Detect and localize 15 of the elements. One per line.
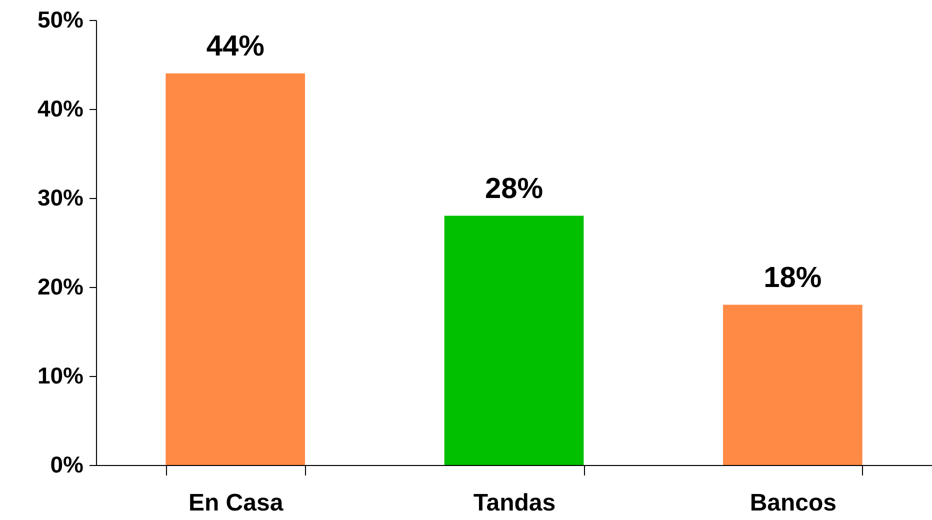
data-label: 44% (206, 30, 265, 62)
y-tick-label: 10% (37, 362, 84, 388)
y-tick-label: 20% (37, 274, 84, 300)
y-tick-label: 30% (37, 184, 84, 210)
data-label: 18% (764, 262, 822, 294)
y-tick-label: 0% (50, 452, 84, 478)
y-tick-label: 40% (37, 96, 84, 122)
x-tick-label: Bancos (750, 490, 837, 516)
data-label: 28% (484, 172, 544, 205)
bar (444, 216, 584, 465)
x-tick-label: Tandas (473, 490, 556, 516)
bar (723, 304, 862, 465)
y-tick-label: 50% (37, 6, 84, 32)
x-tick-label: En Casa (188, 490, 284, 516)
bar (166, 73, 305, 465)
